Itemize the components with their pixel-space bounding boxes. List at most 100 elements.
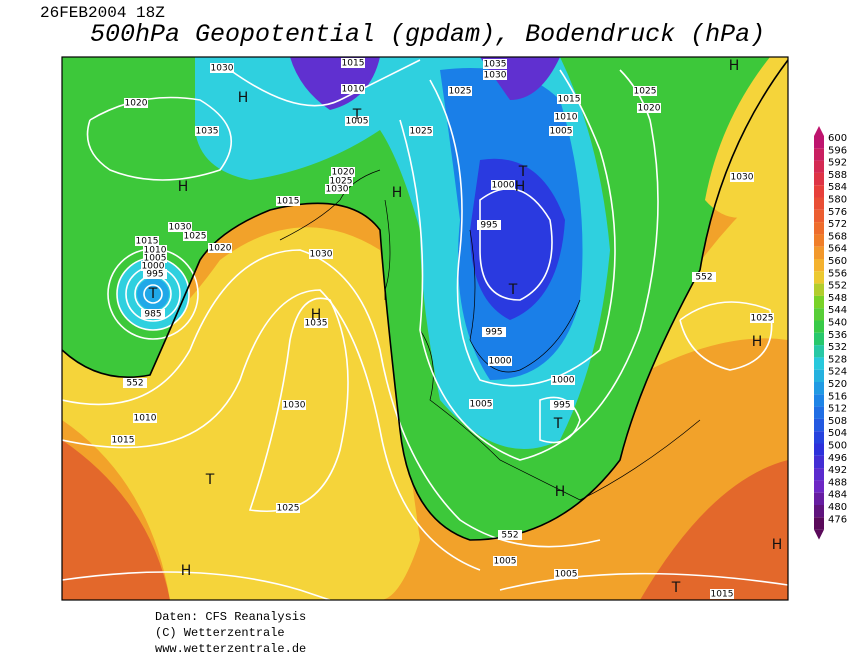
pressure-label: 1005: [346, 117, 369, 127]
label-box: [750, 313, 774, 323]
pressure-label: 1015: [136, 237, 159, 247]
colorbar-swatch: [814, 148, 824, 161]
pressure-center: T: [553, 416, 563, 432]
colorbar-label: 560: [828, 256, 847, 267]
pressure-label: 1015: [711, 590, 734, 600]
contour-552: [62, 59, 788, 541]
pressure-label: 995: [146, 270, 163, 280]
colorbar-label: 512: [828, 404, 847, 415]
colorbar-swatch: [814, 209, 824, 223]
label-box: [341, 84, 365, 94]
colorbar-label: 496: [828, 453, 847, 464]
label-box: [469, 399, 493, 409]
pressure-label: 1015: [558, 95, 581, 105]
colorbar-swatch: [814, 160, 824, 173]
pressure-label: 1010: [144, 246, 167, 256]
colorbar-swatch: [814, 185, 824, 198]
label-box: [195, 126, 219, 136]
pressure-label: 1005: [555, 570, 578, 580]
colorbar-label: 488: [828, 477, 847, 488]
label-box: [482, 327, 506, 337]
label-box: [409, 126, 433, 136]
pressure-center: T: [671, 580, 681, 596]
colorbar-swatch: [814, 357, 824, 370]
colorbar-swatch: [814, 468, 824, 481]
pressure-label: 1030: [731, 173, 754, 183]
colorbar-swatch: [814, 246, 824, 259]
colorbar-label: 556: [828, 268, 847, 279]
label-box: [730, 172, 754, 182]
label-box: [331, 167, 355, 177]
isobars: [62, 59, 788, 600]
label-box: [554, 112, 578, 122]
colorbar-cap: [814, 126, 824, 136]
label-box: [692, 272, 716, 282]
colorbar-label: 580: [828, 195, 847, 206]
colorbar-label: 532: [828, 342, 847, 353]
colorbar-cap: [814, 529, 824, 540]
label-box: [282, 400, 306, 410]
pressure-label: 995: [485, 328, 502, 338]
pressure-label: 1010: [134, 414, 157, 424]
label-box: [124, 98, 148, 108]
footer-line: (C) Wetterzentrale: [155, 626, 285, 640]
label-box: [551, 375, 575, 385]
pressure-label: 552: [695, 273, 712, 283]
label-box: [143, 245, 167, 255]
label-box: [483, 70, 507, 80]
footer: Daten: CFS Reanalysis (C) Wetterzentrale…: [155, 609, 306, 657]
colorbar-swatch: [814, 418, 824, 432]
colorbar-swatch: [814, 443, 824, 456]
colorbar-label: 552: [828, 281, 847, 292]
pressure-label: 1030: [484, 71, 507, 81]
pressure-center: T: [148, 286, 158, 302]
pressure-label: 1025: [330, 177, 353, 187]
colorbar-label: 596: [828, 145, 847, 156]
pressure-center: H: [178, 179, 189, 195]
pressure-label: 1035: [196, 127, 219, 137]
pressure-label: 1030: [211, 64, 234, 74]
pressure-center: H: [729, 58, 740, 74]
colorbar-swatch: [814, 308, 824, 321]
map-frame: [61, 56, 789, 601]
colorbar-swatch: [814, 394, 824, 407]
pressure-label: 1025: [277, 504, 300, 514]
colorbar-label: 504: [828, 428, 847, 439]
colorbar-swatch: [814, 222, 824, 235]
colorbar-swatch: [814, 345, 824, 358]
colorbar-swatch: [814, 172, 824, 186]
pressure-label: 1025: [410, 127, 433, 137]
colorbar-swatch: [814, 492, 824, 505]
pressure-label: 1000: [489, 357, 512, 367]
pressure-center: H: [181, 563, 192, 579]
label-box: [135, 236, 159, 246]
label-box: [637, 103, 661, 113]
label-box: [143, 253, 167, 263]
colorbar-label: 520: [828, 379, 847, 390]
colorbar-label: 568: [828, 231, 847, 242]
colorbar-label: 588: [828, 170, 847, 181]
label-box: [325, 184, 349, 194]
pressure-label: 1020: [125, 99, 148, 109]
pressure-label: 552: [126, 379, 143, 389]
pressure-label: 1025: [751, 314, 774, 324]
pressure-label: 995: [553, 401, 570, 411]
colorbar-label: 576: [828, 207, 847, 218]
label-box: [633, 86, 657, 96]
label-box: [550, 400, 574, 410]
label-box: [123, 378, 147, 388]
label-box: [345, 116, 369, 126]
date: 26FEB2004 18Z: [40, 4, 165, 22]
colorbar-swatch: [814, 259, 824, 272]
colorbar-label: 544: [828, 305, 847, 316]
label-box: [488, 356, 512, 366]
colorbar-swatch: [814, 332, 824, 346]
colorbar-swatch: [814, 431, 824, 444]
label-box: [111, 435, 135, 445]
colorbar-label: 476: [828, 514, 847, 525]
colorbar-swatch: [814, 234, 824, 247]
pressure-center: H: [555, 484, 566, 500]
pressure-label: 1015: [112, 436, 135, 446]
colorbar-label: 492: [828, 465, 847, 476]
